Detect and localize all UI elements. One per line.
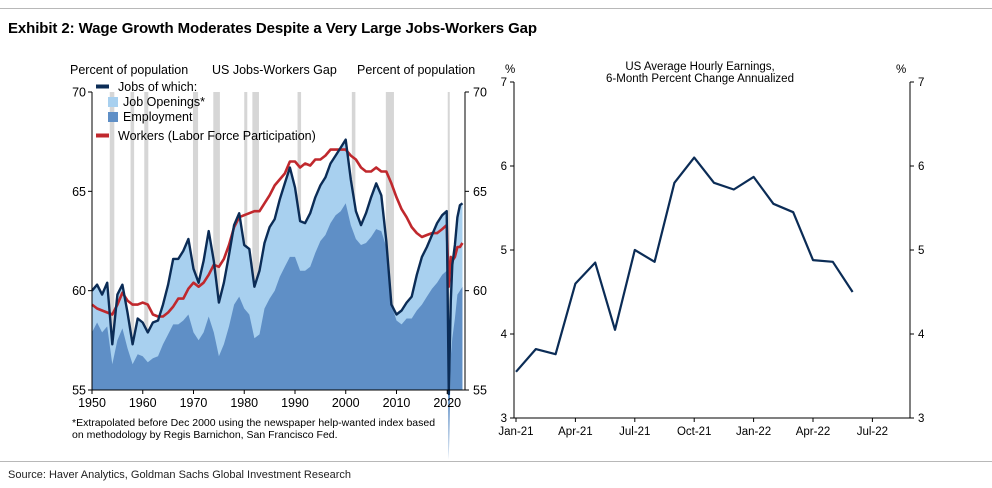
exhibit-title: Exhibit 2: Wage Growth Moderates Despite…	[8, 20, 537, 37]
left-y-tick-label-65: 65	[72, 185, 86, 199]
right-y-tick-label-55: 55	[473, 384, 487, 398]
x-tick-label-2000: 2000	[332, 396, 360, 410]
x-tick-label-1960: 1960	[129, 396, 157, 410]
earnings-left-tick-label-7: 7	[501, 77, 507, 89]
right-chart-axes: 3 3 4 4 5 5 6 6 7 7 Jan-21 Apr-21 Jul-21 Oct-21 Jan-22…	[498, 77, 925, 438]
legend-employment-label: Employment	[123, 110, 193, 124]
right-y-axis-label: Percent of population	[357, 63, 475, 77]
jobs-workers-gap-chart: Percent of population US Jobs-Workers Ga…	[70, 63, 487, 460]
earnings-x-tick-label-Apr-22: Apr-22	[796, 426, 831, 438]
recession-band-11	[447, 92, 450, 390]
recession-band-3	[144, 92, 149, 390]
x-tick-label-2010: 2010	[383, 396, 411, 410]
earnings-x-tick-label-Apr-21: Apr-21	[558, 426, 593, 438]
right-chart-right-unit: %	[896, 64, 906, 76]
earnings-right-tick-label-3: 3	[918, 413, 924, 425]
hourly-earnings-line	[515, 156, 854, 373]
top-rule	[0, 8, 992, 9]
earnings-x-tick-label-Jan-22: Jan-22	[736, 426, 771, 438]
earnings-right-tick-label-4: 4	[918, 329, 925, 341]
left-chart-title: US Jobs-Workers Gap	[212, 63, 337, 77]
left-chart-axes: 55 55 60 60 65 65 70 70 1950 1960 1970 1980 1990 2000…	[72, 86, 487, 411]
recession-band-10	[385, 92, 394, 390]
earnings-right-tick-label-7: 7	[918, 77, 924, 89]
earnings-right-tick-label-5: 5	[918, 245, 924, 257]
earnings-x-tick-label-Jul-21: Jul-21	[619, 426, 650, 438]
x-tick-label-1980: 1980	[230, 396, 258, 410]
earnings-left-tick-label-5: 5	[501, 245, 507, 257]
legend-swatch-job-openings	[108, 97, 118, 107]
legend-job-openings-label: Job Openings*	[123, 95, 205, 109]
right-y-tick-label-60: 60	[473, 284, 487, 298]
recession-band-4	[192, 92, 199, 390]
line-series	[91, 138, 464, 396]
earnings-x-tick-label-Jul-22: Jul-22	[857, 426, 888, 438]
recession-band-6	[244, 92, 248, 390]
footnote-line-1: *Extrapolated before Dec 2000 using the …	[72, 417, 435, 429]
workers-line	[91, 148, 464, 318]
right-chart-left-unit: %	[505, 64, 515, 76]
left-y-tick-label-70: 70	[72, 86, 86, 100]
recession-band-7	[252, 92, 259, 390]
earnings-x-tick-label-Oct-21: Oct-21	[677, 426, 712, 438]
x-tick-label-1970: 1970	[180, 396, 208, 410]
x-tick-label-1950: 1950	[78, 396, 106, 410]
right-chart-title-line-1: US Average Hourly Earnings,	[625, 61, 774, 73]
left-y-axis-label: Percent of population	[70, 63, 188, 77]
employment-area	[92, 203, 463, 460]
left-y-tick-label-60: 60	[72, 284, 86, 298]
recession-band-5	[213, 92, 220, 390]
legend-jobs-label: Jobs of which:	[118, 80, 197, 94]
legend-swatch-workers	[96, 133, 109, 138]
jobs-line	[91, 138, 464, 396]
legend-swatch-employment	[108, 112, 118, 122]
earnings-left-tick-label-3: 3	[501, 413, 507, 425]
earnings-left-tick-label-6: 6	[501, 161, 507, 173]
right-y-tick-label-70: 70	[473, 86, 487, 100]
bottom-rule	[0, 461, 992, 462]
earnings-x-tick-label-Jan-21: Jan-21	[498, 426, 533, 438]
source-note: Source: Haver Analytics, Goldman Sachs G…	[8, 469, 351, 481]
x-tick-label-2020: 2020	[433, 396, 461, 410]
left-y-tick-label-55: 55	[72, 384, 86, 398]
earnings-left-tick-label-4: 4	[501, 329, 508, 341]
left-chart-legend: Jobs of which: Job Openings* Employment …	[96, 80, 316, 143]
footnote-line-2: on methodology by Regis Barnichon, San F…	[72, 429, 338, 441]
recession-band-2	[130, 92, 135, 390]
right-chart-title-line-2: 6-Month Percent Change Annualized	[606, 73, 794, 85]
x-tick-label-1990: 1990	[281, 396, 309, 410]
legend-workers-label: Workers (Labor Force Participation)	[118, 129, 316, 143]
earnings-right-tick-label-6: 6	[918, 161, 924, 173]
hourly-earnings-chart: US Average Hourly Earnings, 6-Month Perc…	[498, 61, 925, 438]
right-y-tick-label-65: 65	[473, 185, 487, 199]
earnings-line-series	[515, 156, 854, 373]
legend-swatch-jobs	[96, 84, 109, 89]
recession-band-1	[109, 92, 115, 390]
